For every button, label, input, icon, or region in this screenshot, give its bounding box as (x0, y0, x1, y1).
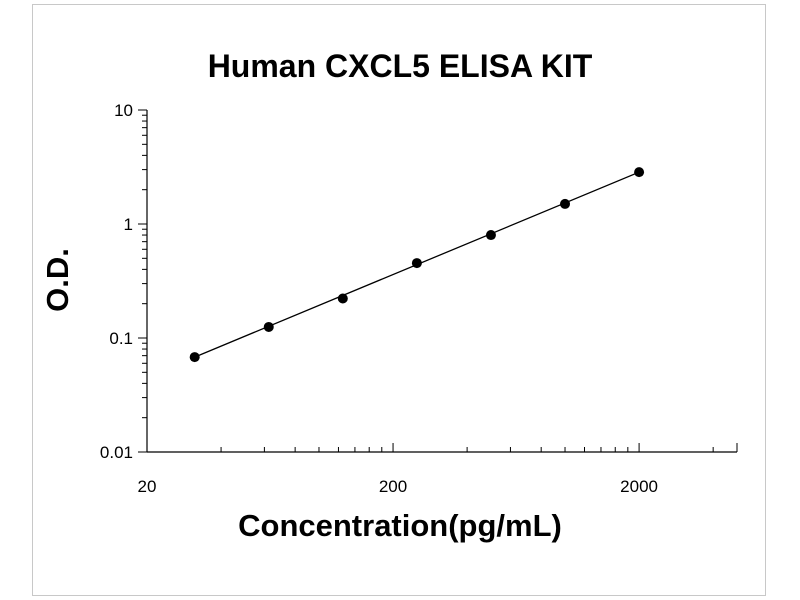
chart-frame (32, 4, 766, 596)
data-point (634, 167, 645, 178)
data-point (337, 293, 348, 304)
y-tick-label: 0.01 (100, 443, 133, 462)
y-tick-label: 1 (124, 215, 133, 234)
data-point (263, 321, 274, 332)
x-tick-label: 200 (379, 477, 407, 496)
chart-title: Human CXCL5 ELISA KIT (207, 48, 593, 84)
data-point (485, 230, 496, 241)
x-tick-label: 2000 (620, 477, 658, 496)
data-point (560, 198, 571, 209)
x-axis-label: Concentration(pg/mL) (238, 508, 562, 543)
y-tick-label: 0.1 (109, 329, 133, 348)
y-tick-label: 10 (114, 101, 133, 120)
x-tick-label: 20 (138, 477, 157, 496)
data-point (189, 352, 200, 363)
data-point (411, 258, 422, 269)
